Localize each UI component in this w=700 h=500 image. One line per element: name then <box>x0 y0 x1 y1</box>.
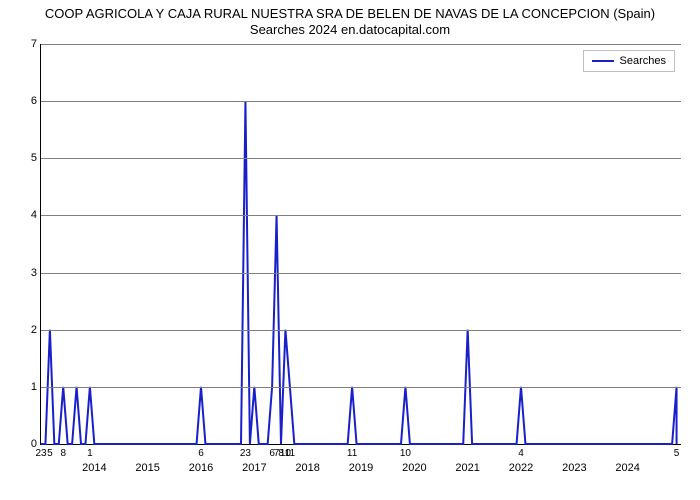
gridline <box>41 387 681 388</box>
x-tick-year: 2016 <box>189 462 213 474</box>
y-tick-label: 0 <box>19 438 37 450</box>
y-tick-label: 7 <box>19 38 37 50</box>
gridline <box>41 44 681 45</box>
y-tick-label: 5 <box>19 152 37 164</box>
line-series <box>41 44 681 444</box>
x-tick-minor: 23 <box>35 448 46 459</box>
x-tick-year: 2018 <box>295 462 319 474</box>
chart-plot-area: Searches 0123456723581623678101111104520… <box>40 44 681 445</box>
x-tick-minor: 10 <box>400 448 411 459</box>
x-tick-minor: 8 <box>60 448 66 459</box>
gridline <box>41 215 681 216</box>
x-tick-minor: 11 <box>347 448 357 459</box>
gridline <box>41 273 681 274</box>
legend-swatch <box>592 60 614 62</box>
legend: Searches <box>583 50 675 72</box>
x-tick-year: 2024 <box>615 462 639 474</box>
gridline <box>41 158 681 159</box>
y-tick-label: 3 <box>19 267 37 279</box>
x-tick-year: 2022 <box>509 462 533 474</box>
y-tick-label: 6 <box>19 95 37 107</box>
x-tick-minor: 11 <box>285 448 295 459</box>
x-tick-year: 2019 <box>349 462 373 474</box>
gridline <box>41 101 681 102</box>
x-tick-minor: 4 <box>518 448 524 459</box>
x-tick-minor: 5 <box>47 448 53 459</box>
x-tick-minor: 5 <box>674 448 680 459</box>
x-tick-minor: 23 <box>240 448 251 459</box>
title-line-2: Searches 2024 en.datocapital.com <box>250 22 450 37</box>
y-tick-label: 4 <box>19 209 37 221</box>
x-tick-minor: 1 <box>87 448 93 459</box>
legend-label: Searches <box>620 55 666 67</box>
x-tick-year: 2017 <box>242 462 266 474</box>
x-tick-minor: 6 <box>198 448 204 459</box>
x-tick-year: 2023 <box>562 462 586 474</box>
x-tick-year: 2015 <box>135 462 159 474</box>
title-line-1: COOP AGRICOLA Y CAJA RURAL NUESTRA SRA D… <box>45 6 655 21</box>
x-tick-year: 2021 <box>455 462 479 474</box>
x-tick-year: 2014 <box>82 462 106 474</box>
chart-title: COOP AGRICOLA Y CAJA RURAL NUESTRA SRA D… <box>0 0 700 41</box>
y-tick-label: 2 <box>19 324 37 336</box>
x-tick-year: 2020 <box>402 462 426 474</box>
y-tick-label: 1 <box>19 381 37 393</box>
gridline <box>41 330 681 331</box>
